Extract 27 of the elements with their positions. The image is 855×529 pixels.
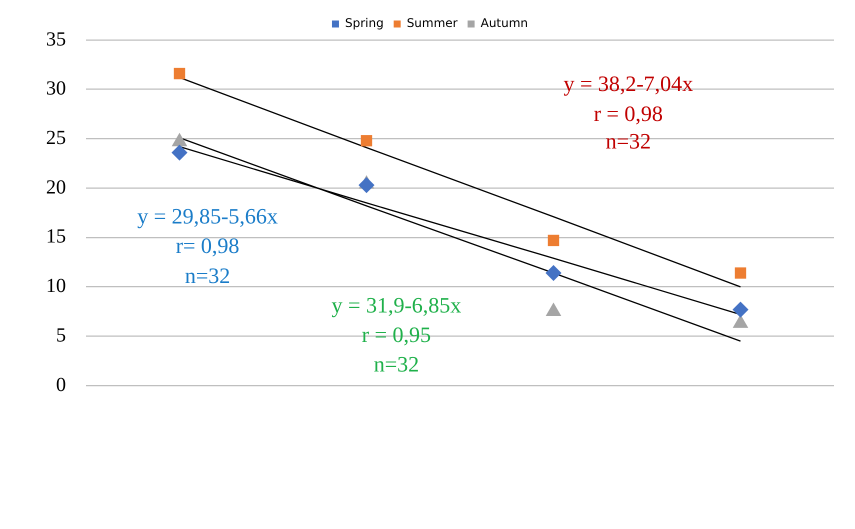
y-tick-label: 5 xyxy=(56,324,66,346)
annotation: y = 31,9-6,85x xyxy=(332,292,462,318)
annotation: n=32 xyxy=(606,128,652,154)
point xyxy=(546,265,562,282)
legend-label: Spring xyxy=(344,16,384,30)
y-tick-label: 30 xyxy=(46,78,66,100)
y-tick-label: 15 xyxy=(46,226,66,248)
point xyxy=(172,144,188,161)
legend-label: Autumn xyxy=(480,16,528,30)
y-tick-label: 10 xyxy=(46,275,66,298)
annotation: r = 0,98 xyxy=(594,100,663,126)
point xyxy=(548,234,560,246)
annotation: n=32 xyxy=(374,352,420,377)
y-tick-label: 20 xyxy=(46,176,66,198)
annotation: r= 0,98 xyxy=(176,233,240,258)
point xyxy=(732,302,748,318)
y-tick-label: 0 xyxy=(56,374,66,396)
legend-label: Summer xyxy=(406,16,458,30)
annotation: y = 29,85-5,66x xyxy=(137,204,278,229)
point xyxy=(734,267,746,279)
annotation: y = 38,2-7,04x xyxy=(563,71,694,96)
annotation: n=32 xyxy=(184,262,230,288)
y-tick-label: 35 xyxy=(46,28,66,50)
point xyxy=(174,68,186,80)
y-tick-label: 25 xyxy=(46,126,66,149)
point xyxy=(360,135,372,146)
annotation: r = 0,95 xyxy=(362,322,432,348)
